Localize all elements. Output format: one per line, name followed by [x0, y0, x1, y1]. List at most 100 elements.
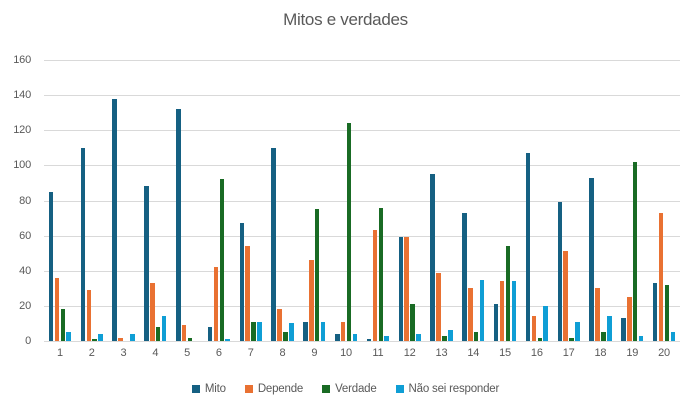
bar-depende — [372, 230, 378, 341]
bar-group-7 — [235, 60, 267, 341]
bar-nao-sei-responder — [161, 316, 167, 341]
bar-verdade — [473, 332, 479, 341]
bar-depende — [245, 246, 250, 341]
x-axis-tick-label: 4 — [152, 347, 159, 359]
x-axis-tick-label: 19 — [626, 347, 639, 359]
x-axis-tick-label: 20 — [658, 347, 670, 359]
bar-depende — [658, 212, 664, 341]
bar-group-12 — [394, 60, 426, 341]
bar-mito — [398, 237, 404, 341]
bar-nao-sei-responder — [352, 333, 358, 341]
bar-depende — [309, 260, 314, 341]
gridline — [44, 95, 680, 97]
bar-mito — [112, 98, 117, 341]
bar-verdade — [378, 207, 384, 341]
x-axis-tick-label: 12 — [403, 347, 416, 359]
bar-nao-sei-responder — [511, 281, 517, 341]
bar-verdade — [537, 337, 543, 341]
bar-mito — [176, 109, 181, 341]
x-axis-tick-label: 1 — [56, 347, 63, 359]
x-axis-tick-label: 17 — [562, 347, 575, 359]
x-axis-tick-label: 5 — [184, 347, 191, 359]
legend-label: Verdade — [335, 383, 377, 395]
y-axis-tick-label: 160 — [13, 54, 31, 66]
legend-item-depende: Depende — [244, 383, 304, 395]
bar-depende — [627, 297, 632, 341]
bar-verdade — [155, 326, 161, 341]
bar-depende — [595, 288, 600, 341]
bar-depende — [404, 237, 409, 341]
bar-group-20 — [648, 60, 680, 341]
bar-mito — [271, 147, 276, 341]
y-axis-tick-label: 140 — [13, 89, 31, 102]
bar-verdade — [92, 339, 97, 341]
bar-mito — [621, 318, 626, 341]
bar-nao-sei-responder — [416, 333, 421, 341]
bar-group-14 — [457, 60, 489, 341]
gridline — [44, 165, 680, 167]
bar-group-18 — [585, 60, 617, 341]
legend-item-verdade: Verdade — [322, 383, 377, 395]
legend-label: Depende — [257, 383, 304, 395]
x-axis-tick-label: 11 — [372, 347, 384, 359]
bar-verdade — [442, 335, 447, 341]
bar-group-11 — [362, 60, 394, 341]
x-axis-tick-label: 2 — [88, 347, 95, 359]
y-axis-tick-label: 20 — [19, 299, 31, 312]
bar-depende — [118, 337, 123, 341]
x-axis-tick-label: 15 — [499, 347, 511, 359]
y-axis-tick-label: 120 — [13, 124, 31, 137]
bar-verdade — [251, 321, 256, 341]
bar-depende — [499, 281, 505, 341]
x-axis: 1 2 3 4 5 6 7 8 9 10 11 12 13 14 15 16 17 18 19 20 — [44, 347, 680, 359]
bar-groups — [44, 60, 680, 341]
bar-verdade — [314, 209, 320, 341]
bar-depende — [340, 321, 346, 341]
bar-depende — [563, 251, 568, 341]
gridline — [44, 270, 680, 272]
bar-group-9 — [298, 60, 330, 341]
bar-nao-sei-responder — [225, 339, 230, 341]
bar-nao-sei-responder — [289, 323, 294, 341]
bar-nao-sei-responder — [448, 330, 453, 341]
bar-mito — [335, 333, 340, 341]
bar-group-2 — [76, 60, 108, 341]
bar-depende — [54, 277, 60, 341]
bar-nao-sei-responder — [384, 335, 389, 341]
legend-label: Não sei responder — [408, 383, 500, 395]
legend: Mito Depende Verdade Não sei responder — [0, 383, 691, 395]
x-axis-tick-label: 9 — [311, 347, 318, 359]
y-axis-tick-label: 100 — [13, 159, 31, 172]
x-axis-tick-label: 13 — [435, 347, 448, 359]
x-axis-tick-label: 8 — [279, 347, 286, 359]
bar-depende — [277, 309, 282, 341]
bar-nao-sei-responder — [257, 321, 262, 341]
bar-verdade — [219, 179, 225, 341]
gridline — [44, 60, 680, 61]
legend-swatch-depende — [244, 385, 253, 393]
bar-nao-sei-responder — [66, 332, 71, 341]
bar-verdade — [569, 337, 574, 341]
legend-swatch-nao-sei-responder — [395, 385, 404, 393]
bar-depende — [213, 267, 219, 341]
bar-nao-sei-responder — [575, 321, 580, 341]
bar-verdade — [505, 246, 511, 341]
y-axis-tick-label: 80 — [19, 194, 31, 207]
bar-nao-sei-responder — [670, 332, 676, 341]
bar-group-13 — [426, 60, 458, 341]
bar-mito — [589, 177, 594, 341]
bar-nao-sei-responder — [638, 335, 644, 341]
y-axis-tick-label: 60 — [19, 229, 31, 242]
chart-title: Mitos e verdades — [283, 10, 408, 29]
bar-depende — [181, 325, 187, 341]
bar-mito — [462, 212, 467, 341]
bar-depende — [531, 316, 537, 341]
bar-mito — [366, 339, 372, 341]
bar-mito — [303, 321, 308, 341]
bar-group-16 — [521, 60, 553, 341]
gridline — [44, 200, 680, 202]
bar-group-4 — [139, 60, 171, 341]
gridline — [44, 130, 680, 132]
bar-verdade — [187, 337, 193, 341]
